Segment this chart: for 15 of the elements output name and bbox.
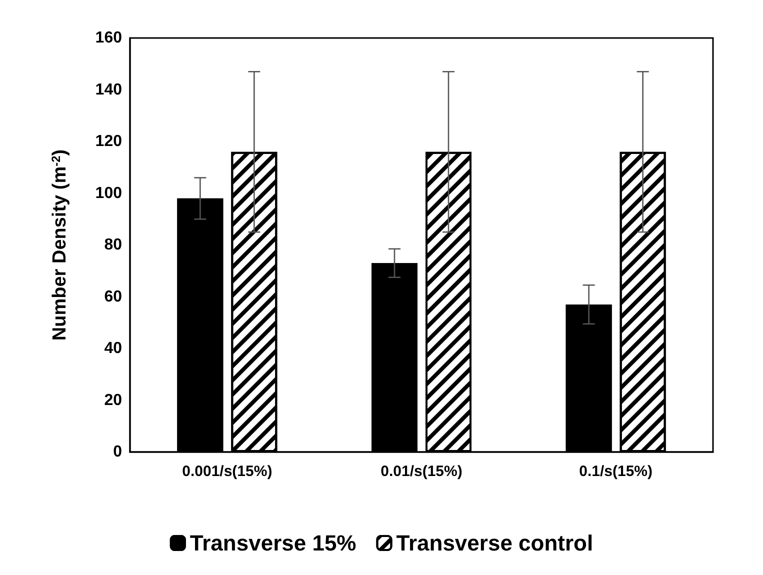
x-tick-label: 0.001/s(15%)	[182, 463, 272, 480]
y-tick-label: 140	[95, 81, 122, 98]
y-tick-label: 0	[113, 444, 122, 460]
y-tick-label: 160	[95, 30, 122, 46]
y-tick-label: 60	[104, 288, 122, 306]
y-axis-title: Number Density (m-2)	[49, 149, 70, 341]
y-tick-label: 80	[104, 236, 122, 254]
y-tick-label: 20	[104, 392, 122, 409]
legend-label: Transverse 15%	[190, 530, 356, 556]
y-tick-label: 40	[104, 340, 122, 357]
legend-label: Transverse control	[396, 530, 594, 556]
x-tick-label: 0.1/s(15%)	[579, 463, 653, 480]
y-tick-label: 100	[95, 184, 122, 202]
y-tick-label: 120	[95, 133, 122, 150]
x-tick-label: 0.01/s(15%)	[380, 463, 462, 480]
